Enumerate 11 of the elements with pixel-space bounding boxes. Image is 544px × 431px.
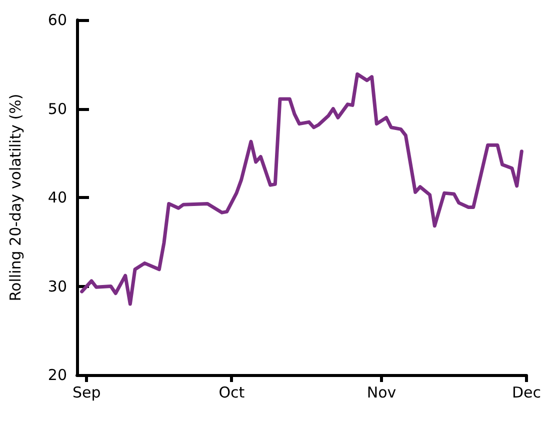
x-tick-label: Nov — [366, 384, 396, 402]
line-series — [80, 72, 524, 306]
x-tick-label: Dec — [512, 384, 542, 402]
y-tick-label: 20 — [48, 366, 67, 384]
x-tick-label: Oct — [218, 384, 245, 402]
x-tick-label: Sep — [72, 384, 101, 402]
y-tick-label: 30 — [48, 277, 67, 296]
y-tick-label: 40 — [48, 188, 67, 206]
y-axis-title: Rolling 20-day volatility (%) — [6, 94, 24, 302]
y-tick-label: 60 — [48, 11, 67, 29]
y-tick-label: 50 — [48, 100, 67, 118]
